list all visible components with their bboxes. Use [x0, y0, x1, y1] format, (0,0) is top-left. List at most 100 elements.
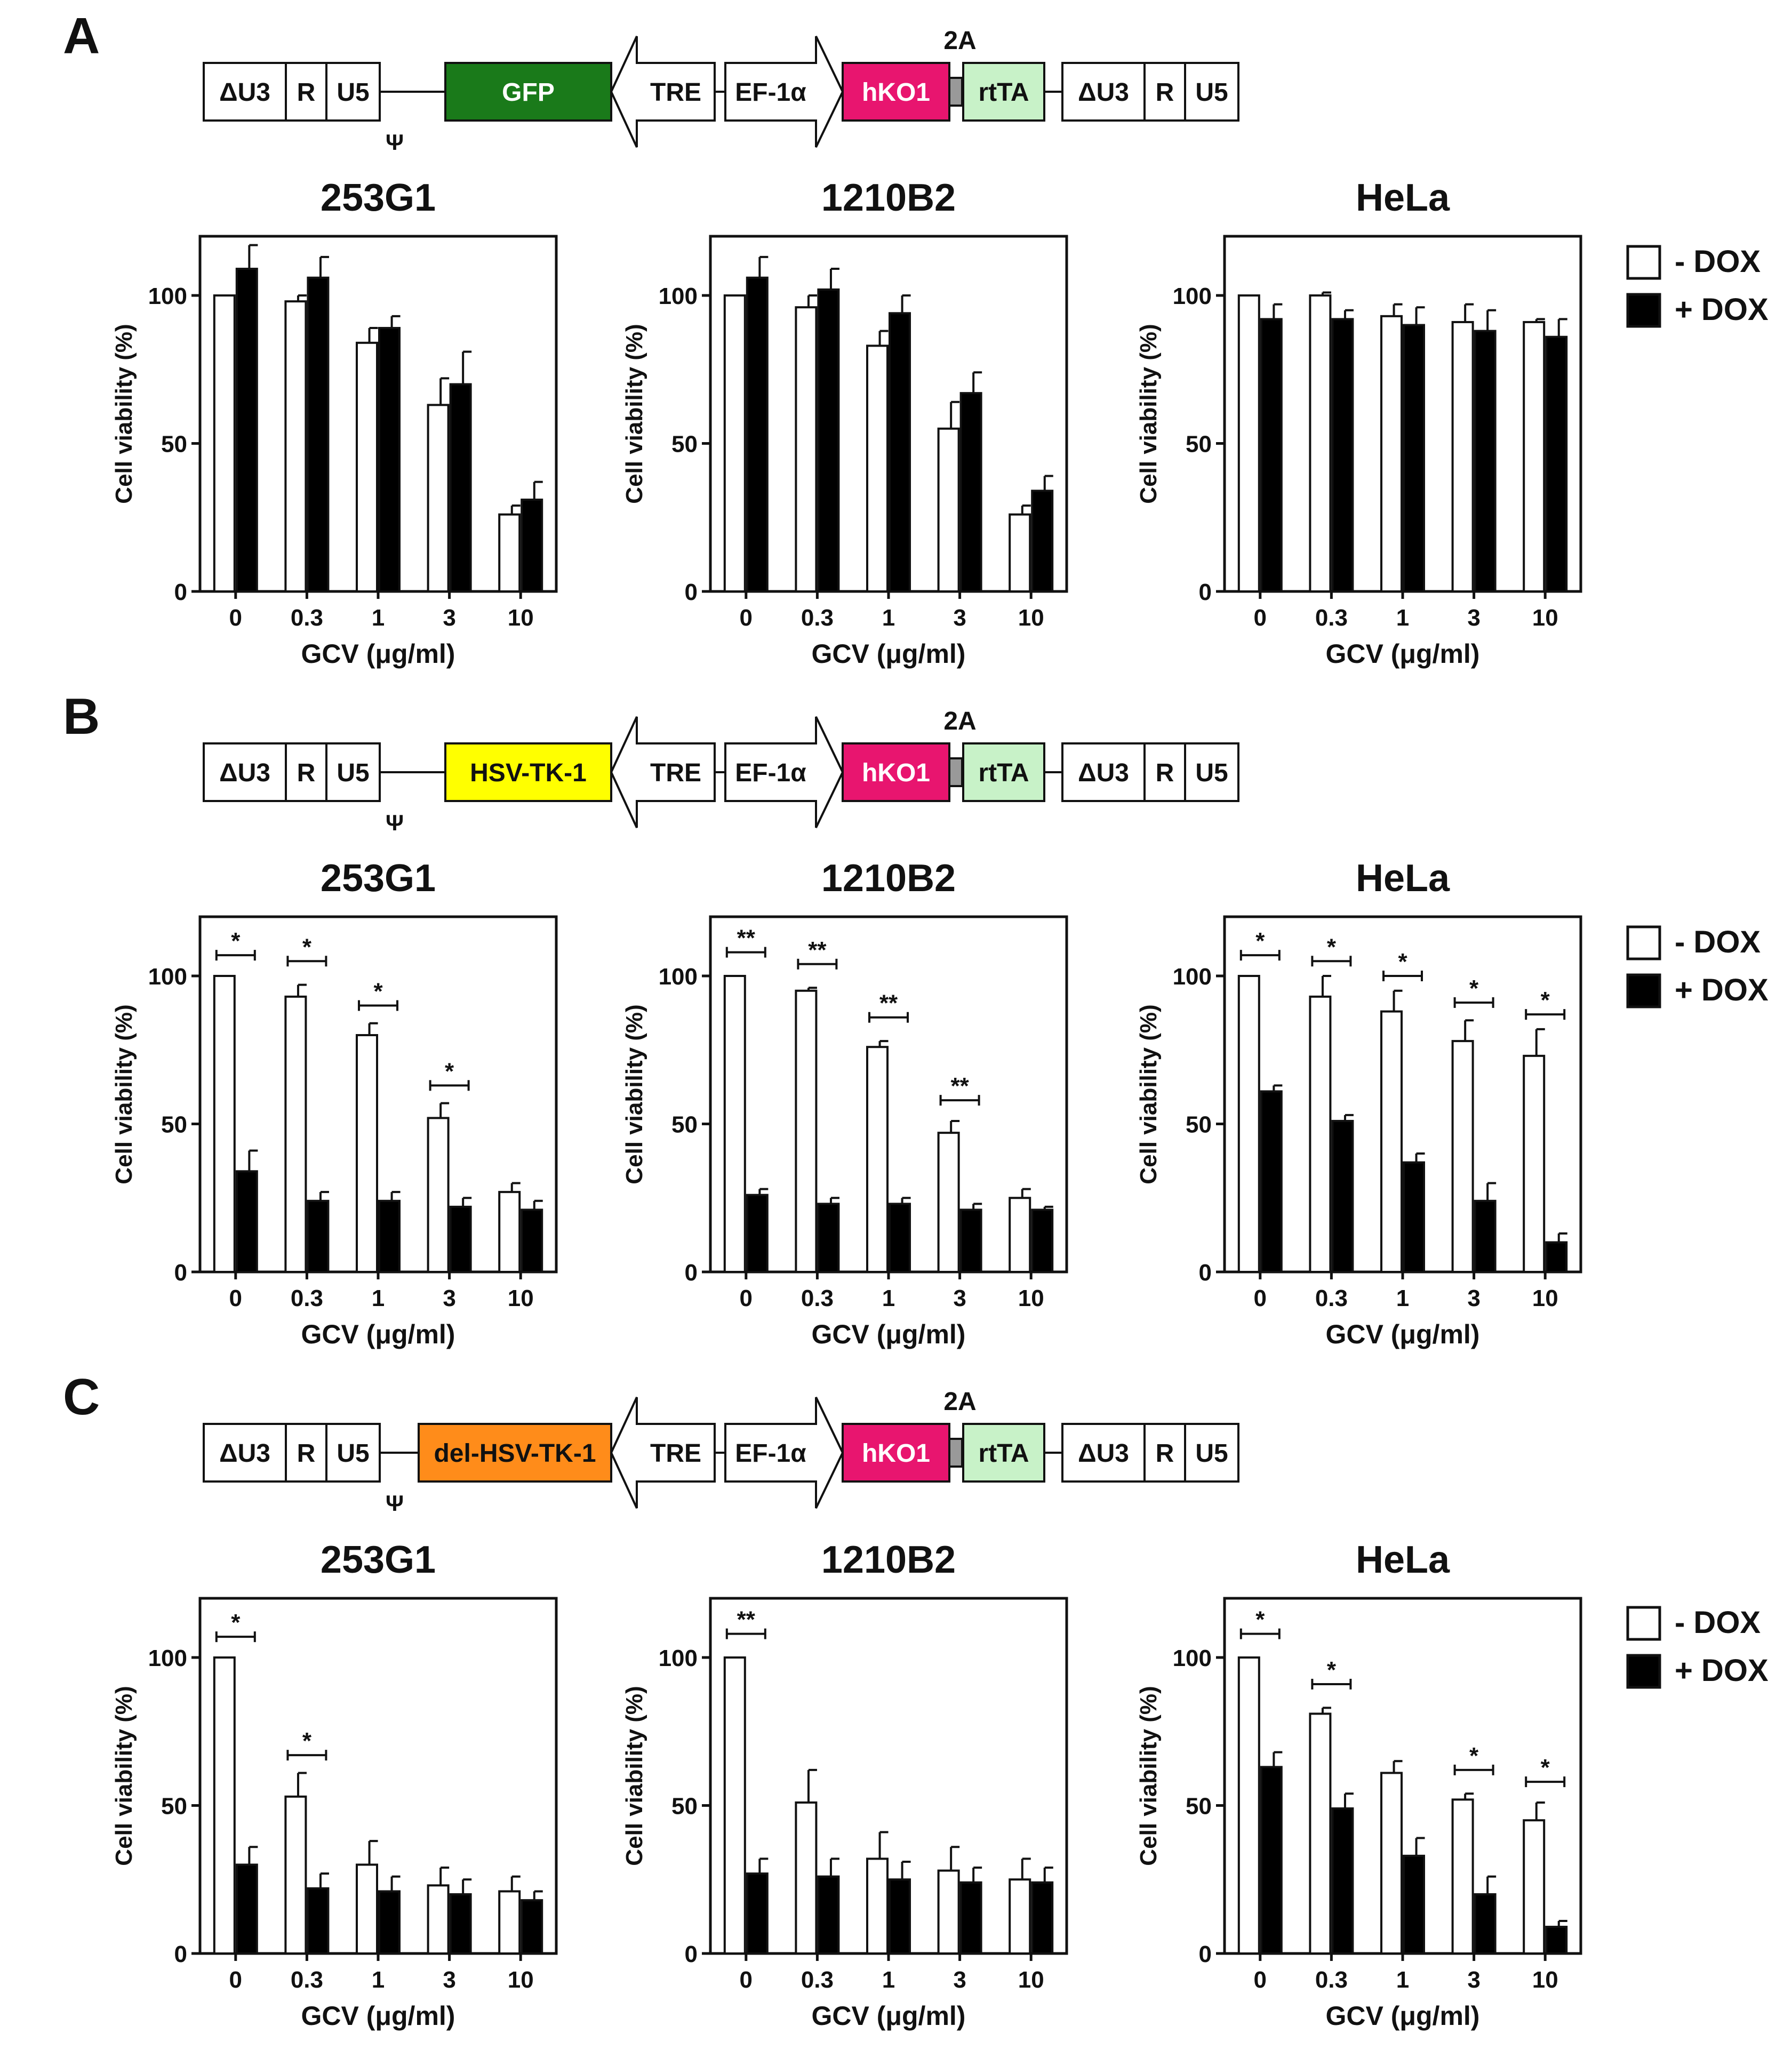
x-tick-label: 3 — [953, 1967, 966, 1993]
ltr-box — [325, 1423, 381, 1483]
rtta-label: rtTA — [978, 78, 1029, 107]
x-tick-label: 0.3 — [801, 1967, 834, 1993]
y-tick-label: 50 — [671, 1112, 698, 1138]
x-tick-label: 0.3 — [1315, 605, 1348, 631]
bar-minus-dox — [1309, 995, 1332, 1273]
bar-plus-dox — [1403, 324, 1425, 592]
hko1-box — [842, 742, 950, 802]
y-tick-label: 50 — [1186, 431, 1212, 458]
significance-label: * — [231, 1609, 241, 1636]
bar-plus-dox — [1403, 1854, 1425, 1955]
ltr-label: U5 — [337, 1439, 369, 1468]
y-axis-label: Cell viability (%) — [111, 1686, 137, 1865]
bar-plus-dox — [307, 1199, 330, 1274]
bar-plus-dox — [1260, 1766, 1283, 1955]
y-tick-label: 0 — [1199, 1260, 1212, 1286]
bar-chart-C-HeLa: HeLa 0 50 100 Cell viability (%) 0 0.3 1 3 10 * * * *… — [1135, 1539, 1582, 2031]
bar-plus-dox — [1331, 318, 1354, 593]
bar-plus-dox — [1545, 1241, 1568, 1273]
significance-label: * — [1398, 949, 1407, 975]
ltr-label: ΔU3 — [219, 759, 270, 787]
x-tick-label: 0 — [1254, 1967, 1267, 1993]
bar-minus-dox — [1237, 975, 1260, 1273]
x-tick-label: 1 — [1396, 1285, 1409, 1311]
x-axis-label: GCV (μg/ml) — [812, 2001, 966, 2031]
2a-label: 2A — [943, 707, 976, 735]
ltr-box — [1143, 1423, 1186, 1483]
significance-label: ** — [737, 925, 756, 951]
y-tick-label: 0 — [685, 579, 698, 605]
bar-minus-dox — [284, 300, 307, 592]
x-axis-label: GCV (μg/ml) — [301, 1319, 455, 1349]
bar-plus-dox — [235, 1170, 258, 1274]
rtta-box — [962, 742, 1045, 802]
x-axis-label: GCV (μg/ml) — [1326, 639, 1480, 669]
bar-minus-dox — [1451, 1040, 1474, 1273]
bar-minus-dox — [937, 1132, 960, 1273]
bar-minus-dox — [723, 294, 746, 592]
bar-plus-dox — [817, 1203, 840, 1274]
bar-minus-dox — [937, 1869, 960, 1955]
tre-label: TRE — [650, 78, 701, 107]
legend-swatch-minus-dox — [1626, 1606, 1661, 1641]
bar-plus-dox — [1031, 490, 1054, 592]
bar-minus-dox — [795, 989, 818, 1273]
y-tick-label: 50 — [671, 1793, 698, 1820]
hko1-box — [842, 62, 950, 122]
ltr-label: R — [1156, 1439, 1174, 1468]
ltr-box — [285, 1423, 327, 1483]
bar-plus-dox — [378, 1890, 401, 1955]
psi-label: Ψ — [386, 1491, 404, 1516]
x-tick-label: 10 — [1532, 605, 1558, 631]
ltr-label: R — [1156, 759, 1174, 787]
y-tick-label: 100 — [659, 1645, 698, 1671]
x-tick-label: 0 — [229, 605, 242, 631]
y-tick-label: 100 — [148, 964, 187, 990]
bar-minus-dox — [498, 513, 521, 593]
rtta-box — [962, 1423, 1045, 1483]
bar-minus-dox — [498, 1890, 521, 1955]
x-axis-label: GCV (μg/ml) — [301, 2001, 455, 2031]
ltr-label: U5 — [337, 78, 369, 107]
y-tick-label: 0 — [174, 579, 187, 605]
ltr-label: R — [297, 1439, 316, 1468]
x-tick-label: 1 — [882, 1285, 895, 1311]
x-tick-label: 10 — [508, 605, 534, 631]
bar-minus-dox — [937, 427, 960, 592]
chart-title: 1210B2 — [821, 857, 956, 900]
insert-gene-label: del-HSV-TK-1 — [434, 1439, 596, 1468]
x-tick-label: 0 — [740, 1285, 753, 1311]
x-tick-label: 1 — [882, 605, 895, 631]
x-tick-label: 0 — [740, 605, 753, 631]
legend-label-plus-dox: + DOX — [1675, 1653, 1769, 1688]
y-tick-label: 50 — [1186, 1793, 1212, 1820]
promoter-label: EF-1α — [735, 759, 806, 787]
bar-minus-dox — [1380, 1010, 1403, 1273]
bar-minus-dox — [1309, 294, 1332, 592]
y-tick-label: 0 — [174, 1260, 187, 1286]
x-tick-label: 0 — [1254, 1285, 1267, 1311]
bar-plus-dox — [1545, 335, 1568, 592]
chart-title: 253G1 — [321, 177, 436, 219]
significance-label: * — [1327, 1657, 1337, 1683]
y-tick-label: 0 — [174, 1941, 187, 1967]
bar-plus-dox — [449, 1893, 472, 1955]
bar-chart-B-1210B2: 1210B2 0 50 100 Cell viability (%) 0 0.3 1 3 10 **… — [621, 857, 1068, 1349]
y-tick-label: 100 — [659, 964, 698, 990]
insert-gene-label: GFP — [502, 78, 555, 107]
bar-minus-dox — [1380, 315, 1403, 592]
ltr-label: R — [297, 759, 316, 787]
bar-plus-dox — [378, 1199, 401, 1274]
bar-plus-dox — [1403, 1161, 1425, 1273]
legend-swatch-plus-dox — [1626, 293, 1661, 328]
bar-plus-dox — [959, 1208, 982, 1273]
hko1-label: hKO1 — [862, 78, 930, 107]
x-tick-label: 0.3 — [1315, 1967, 1348, 1993]
bar-minus-dox — [1237, 1656, 1260, 1955]
x-tick-label: 10 — [1018, 605, 1044, 631]
chart-title: HeLa — [1356, 857, 1450, 900]
significance-label: * — [231, 928, 241, 954]
